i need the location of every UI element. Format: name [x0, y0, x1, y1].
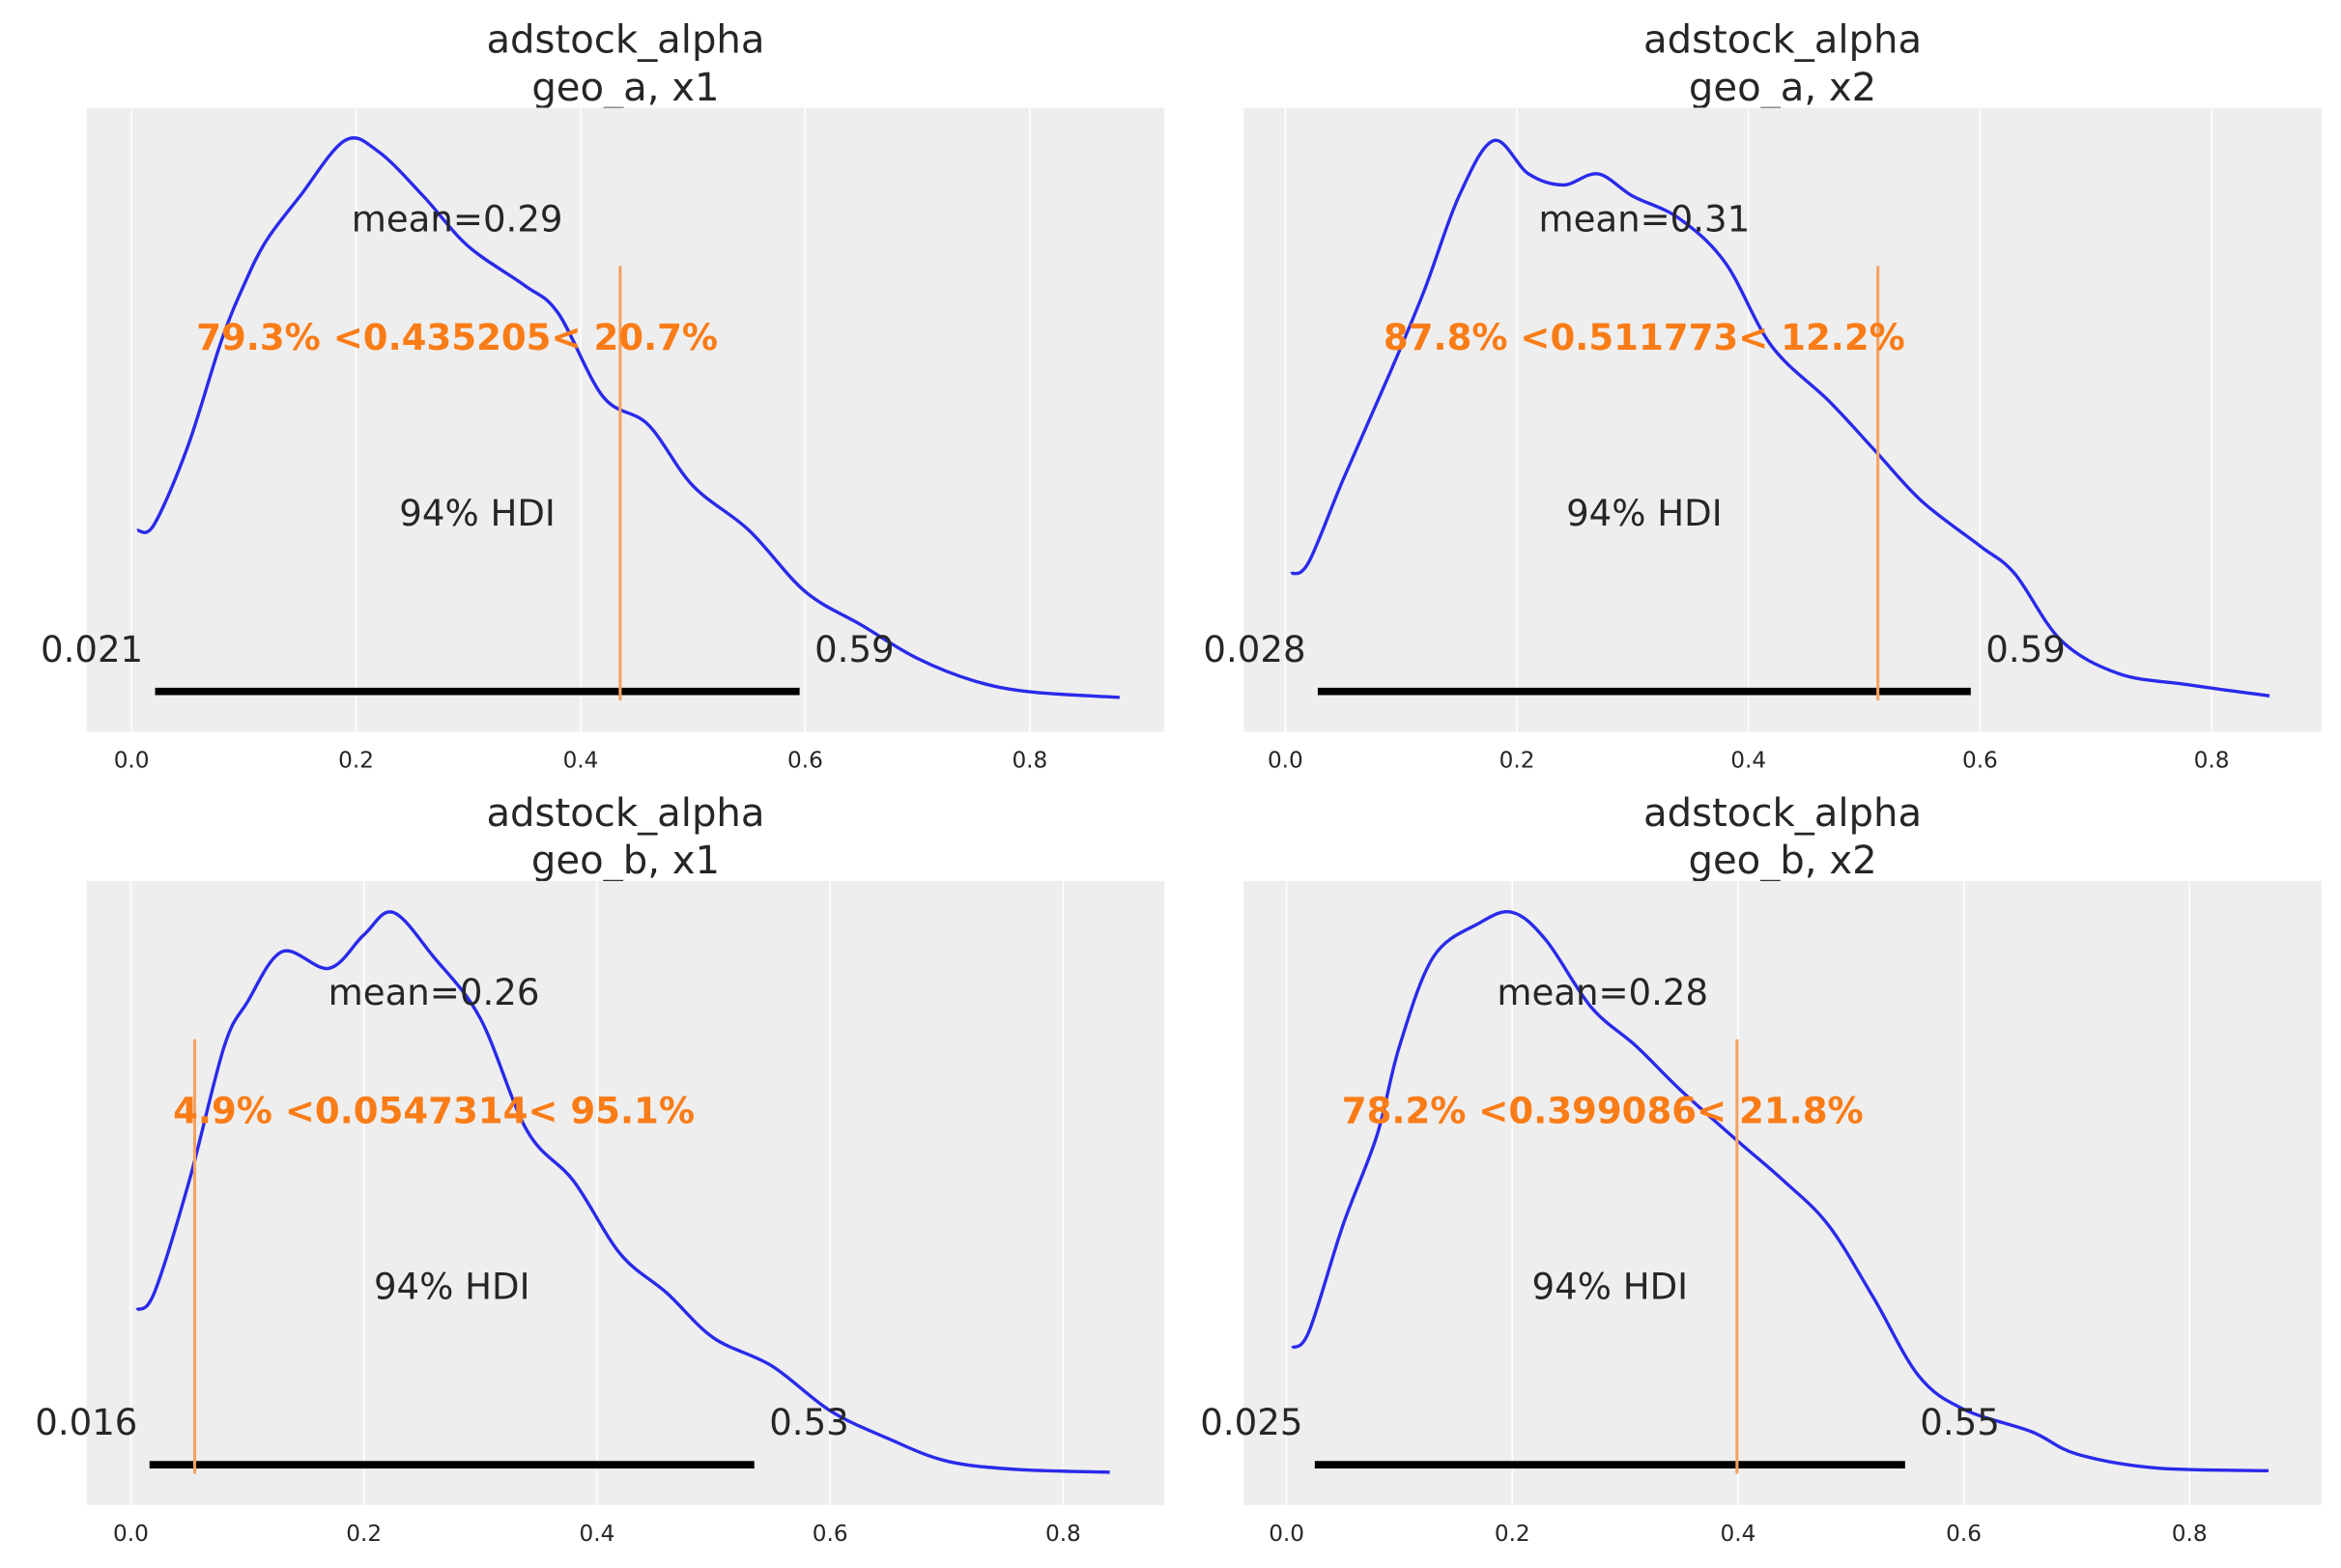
x-tick-label: 0.0	[1269, 1521, 1304, 1547]
mean-label: mean=0.29	[352, 199, 563, 241]
x-tick-label: 0.0	[114, 748, 150, 774]
hdi-low-label: 0.021	[41, 629, 143, 670]
x-tick-label: 0.6	[813, 1521, 848, 1547]
x-tick-label: 0.4	[1721, 1521, 1756, 1547]
x-tick-label: 0.4	[563, 748, 599, 774]
x-tick-label: 0.8	[1012, 748, 1047, 774]
axes-background	[86, 107, 1165, 732]
axes-background	[1243, 880, 2322, 1505]
x-tick-label: 0.8	[2172, 1521, 2208, 1547]
x-tick-label: 0.2	[1495, 1521, 1530, 1547]
reference-label: 78.2% <0.399086< 21.8%	[1342, 1090, 1864, 1131]
hdi-high-label: 0.59	[814, 629, 895, 670]
subplot-title: adstock_alpha	[486, 791, 764, 836]
subplot-subtitle: geo_b, x1	[531, 839, 720, 883]
axes-background	[1243, 107, 2322, 732]
x-tick-label: 0.2	[338, 748, 374, 774]
x-tick-label: 0.6	[787, 748, 823, 774]
mean-label: mean=0.28	[1497, 972, 1708, 1013]
x-tick-label: 0.8	[2194, 748, 2230, 774]
x-tick-label: 0.8	[1045, 1521, 1081, 1547]
axes-background	[86, 880, 1165, 1505]
x-tick-label: 0.4	[1730, 748, 1766, 774]
hdi-low-label: 0.028	[1203, 629, 1305, 670]
subplot-subtitle: geo_a, x1	[531, 66, 719, 110]
x-tick-label: 0.6	[1962, 748, 1998, 774]
hdi-label: 94% HDI	[374, 1267, 530, 1308]
reference-label: 79.3% <0.435205< 20.7%	[196, 317, 718, 358]
x-tick-label: 0.6	[1946, 1521, 1982, 1547]
subplot-title: adstock_alpha	[486, 17, 764, 62]
subplot-title: adstock_alpha	[1643, 17, 1922, 62]
x-tick-label: 0.2	[346, 1521, 382, 1547]
hdi-label: 94% HDI	[1566, 493, 1723, 534]
kde-line	[135, 910, 1110, 1474]
hdi-high-label: 0.53	[769, 1402, 849, 1443]
reference-label: 4.9% <0.0547314< 95.1%	[173, 1090, 695, 1131]
kde-line	[1291, 910, 2270, 1473]
hdi-low-label: 0.025	[1200, 1402, 1302, 1443]
mean-label: mean=0.26	[328, 972, 540, 1013]
hdi-low-label: 0.016	[35, 1402, 137, 1443]
hdi-label: 94% HDI	[399, 493, 556, 534]
kde-line	[1290, 138, 2270, 698]
reference-label: 87.8% <0.511773< 12.2%	[1384, 317, 1905, 358]
x-tick-label: 0.0	[113, 1521, 149, 1547]
hdi-high-label: 0.55	[1920, 1402, 2000, 1443]
hdi-high-label: 0.59	[1985, 629, 2066, 670]
subplot-subtitle: geo_b, x2	[1688, 839, 1876, 883]
x-tick-label: 0.4	[580, 1521, 615, 1547]
subplot-subtitle: geo_a, x2	[1689, 66, 1876, 110]
hdi-label: 94% HDI	[1532, 1267, 1689, 1308]
x-tick-label: 0.0	[1268, 748, 1303, 774]
kde-line	[136, 136, 1120, 699]
mean-label: mean=0.31	[1538, 199, 1750, 241]
x-tick-label: 0.2	[1499, 748, 1535, 774]
subplot-title: adstock_alpha	[1643, 791, 1922, 836]
